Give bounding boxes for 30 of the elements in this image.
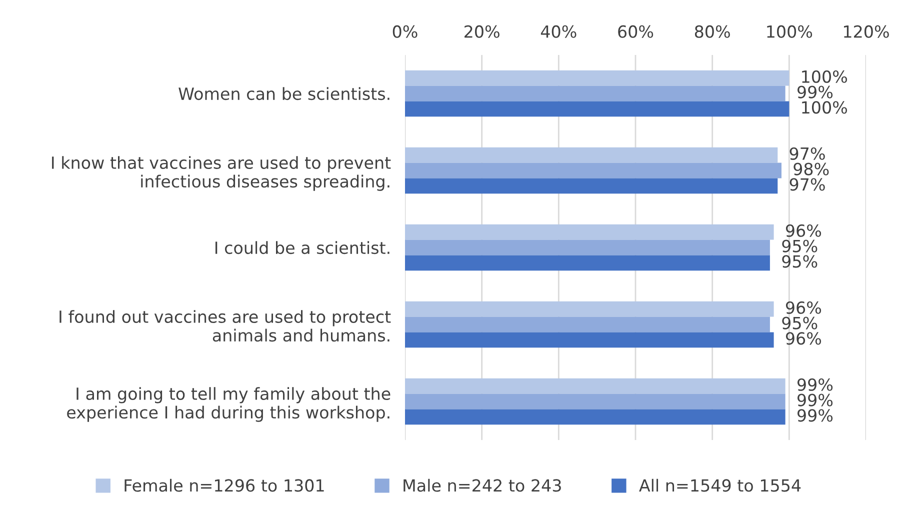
data-label: 97%: [790, 147, 825, 160]
x-tick-label: 120%: [844, 25, 889, 38]
y-tick-label: I know that vaccines are used to prevent infectious diseases spreading.: [52, 156, 391, 191]
x-tick-label: 80%: [694, 25, 730, 38]
legend-label: Female n=1296 to 1301: [124, 478, 324, 492]
data-label: 96%: [786, 301, 822, 314]
data-label: 95%: [782, 316, 818, 330]
x-tick-label: 60%: [618, 25, 654, 38]
data-label: 99%: [797, 394, 833, 406]
data-label: 98%: [794, 162, 829, 176]
data-label: 100%: [802, 101, 848, 114]
data-label: 100%: [802, 70, 848, 83]
x-tick-label: 0%: [392, 25, 418, 38]
data-label: 97%: [790, 178, 825, 191]
legend-label: All n=1549 to 1554: [639, 478, 801, 492]
x-tick-label: 100%: [767, 25, 812, 38]
x-tick-label: 20%: [464, 25, 500, 38]
y-tick-label: I am going to tell my family about the experience I had during this workshop.: [67, 387, 390, 422]
legend-label: Male n=242 to 243: [404, 478, 561, 492]
x-tick-label: 40%: [540, 25, 576, 38]
data-label: 95%: [782, 240, 818, 252]
data-label: 99%: [797, 378, 833, 391]
data-label: 96%: [786, 224, 822, 237]
data-label: 99%: [797, 86, 833, 98]
y-tick-label: Women can be scientists.: [178, 87, 390, 100]
y-tick-label: I found out vaccines are used to protect animals and humans.: [60, 310, 391, 342]
data-label: 99%: [797, 409, 833, 422]
data-label: 96%: [786, 332, 822, 345]
data-label: 95%: [782, 255, 818, 268]
y-tick-label: I could be a scientist.: [215, 241, 390, 254]
